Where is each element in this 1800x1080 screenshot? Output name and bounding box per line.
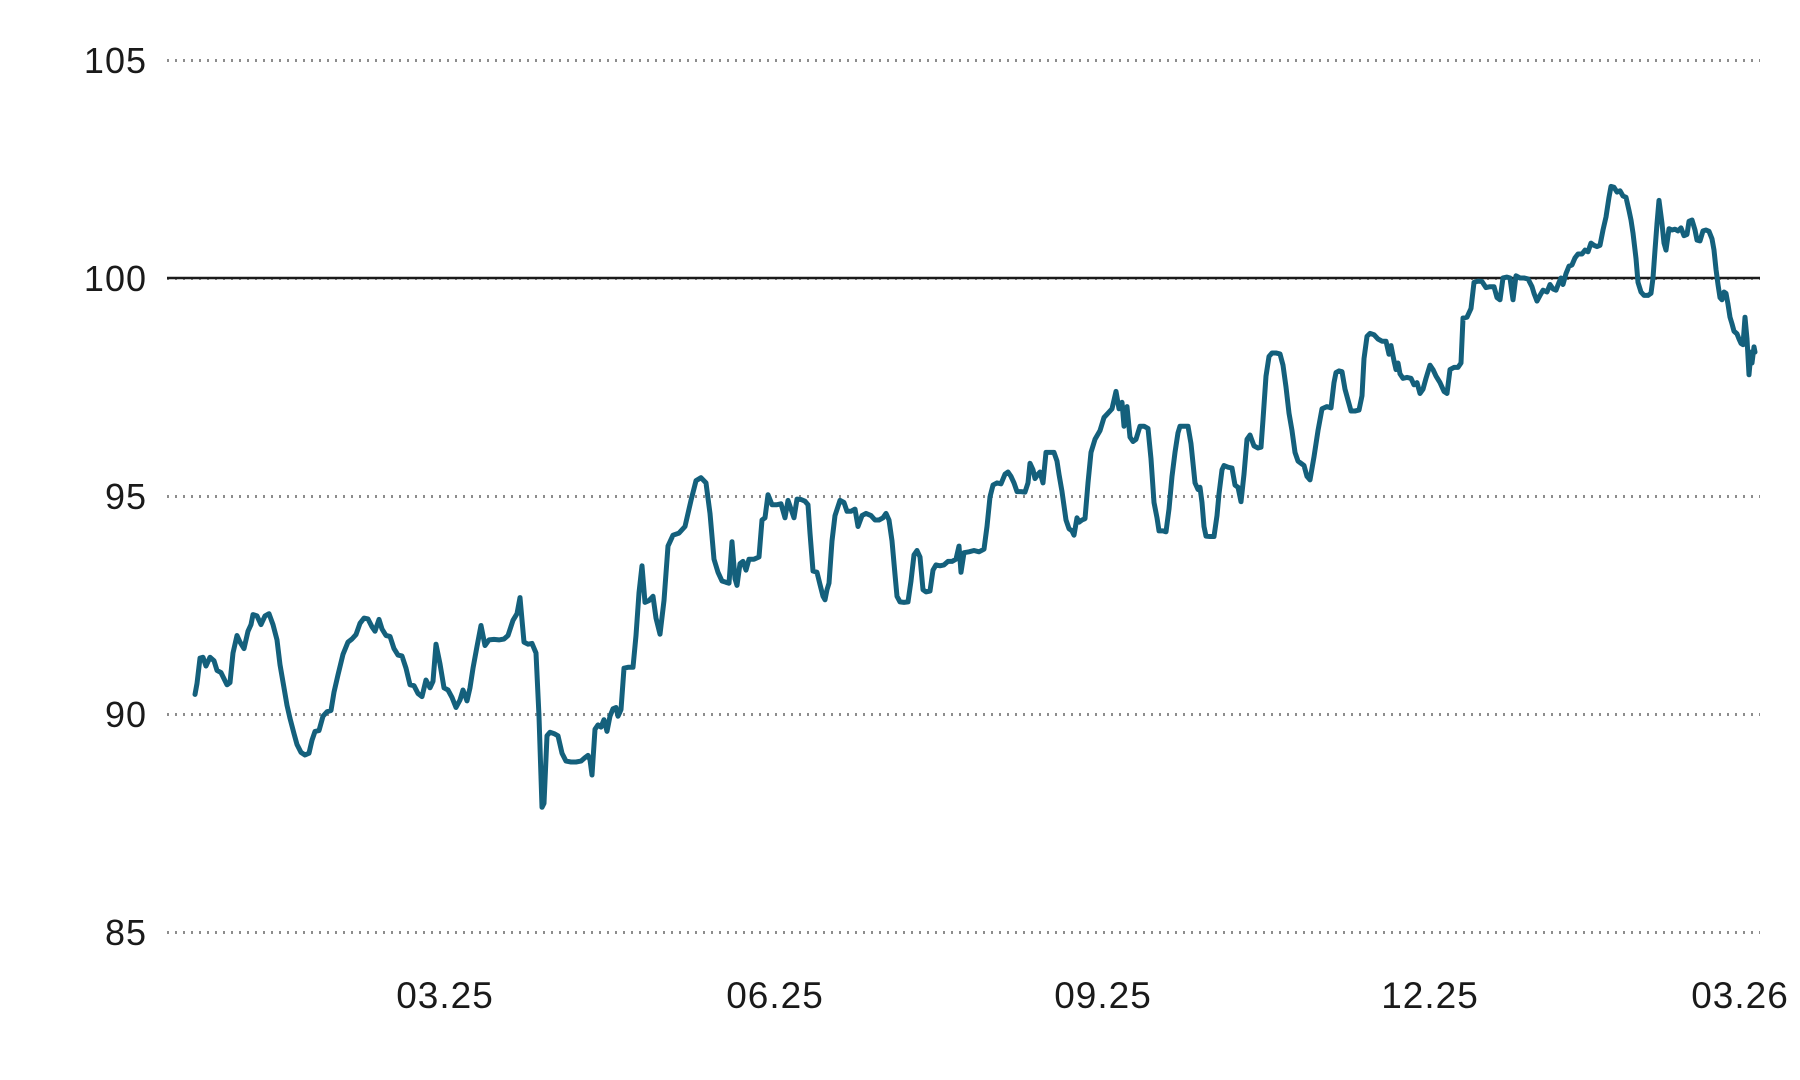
y-axis-label-85: 85 [105, 912, 147, 953]
y-axis-label-105: 105 [84, 40, 147, 81]
x-axis-label-12-25: 12.25 [1381, 975, 1479, 1016]
y-axis-label-100: 100 [84, 258, 147, 299]
x-axis-label-03-26: 03.26 [1691, 975, 1789, 1016]
series-line-indexed-performance [192, 183, 1758, 810]
x-axis-label-06-25: 06.25 [726, 975, 824, 1016]
x-axis-label-03-25: 03.25 [396, 975, 494, 1016]
y-axis-label-90: 90 [105, 694, 147, 735]
x-axis-label-09-25: 09.25 [1054, 975, 1152, 1016]
y-axis-label-95: 95 [105, 476, 147, 517]
